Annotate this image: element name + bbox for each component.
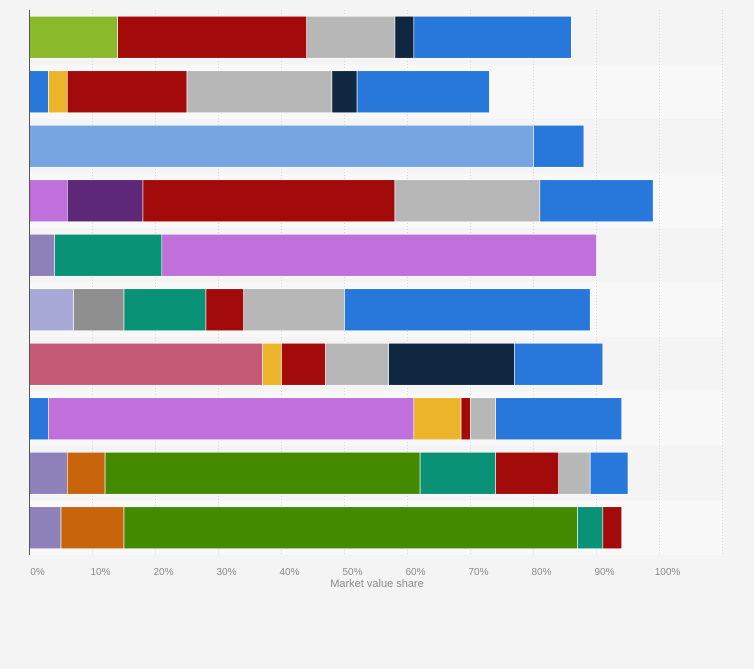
bar-segment[interactable]: [344, 288, 591, 332]
bar-row: [29, 397, 623, 441]
bar-segment[interactable]: [460, 397, 471, 441]
bar-segment[interactable]: [29, 397, 49, 441]
bar-segment[interactable]: [281, 342, 326, 386]
bar-segment[interactable]: [205, 288, 244, 332]
bar-segment[interactable]: [331, 70, 358, 114]
bar-segment[interactable]: [29, 233, 56, 277]
bar-segment[interactable]: [558, 451, 591, 495]
bar-segment[interactable]: [29, 451, 68, 495]
x-tick-label: 10%: [90, 567, 110, 578]
x-tick-label: 30%: [216, 567, 236, 578]
bar-segment[interactable]: [29, 15, 118, 59]
bar-segment[interactable]: [48, 70, 68, 114]
bar-segment[interactable]: [495, 451, 560, 495]
bar-segment[interactable]: [495, 397, 623, 441]
bar-segment[interactable]: [29, 506, 62, 550]
x-tick-label: 90%: [594, 567, 614, 578]
bar-segment[interactable]: [514, 342, 604, 386]
bar-segment[interactable]: [539, 179, 654, 223]
x-tick-label: 100%: [655, 567, 681, 578]
x-tick-label: 80%: [531, 567, 551, 578]
bar-segment[interactable]: [67, 451, 106, 495]
bar-segment[interactable]: [325, 342, 389, 386]
bar-segment[interactable]: [394, 15, 415, 59]
x-tick-labels: 0% 10% 20% 30% 40% 50% 60% 70% 80% 90% 100%: [30, 567, 680, 578]
bar-segment[interactable]: [29, 179, 68, 223]
bar-segment[interactable]: [577, 506, 604, 550]
bar-segment[interactable]: [142, 179, 396, 223]
bar-segment[interactable]: [388, 342, 515, 386]
bar-row: [29, 506, 622, 550]
bar-segment[interactable]: [413, 15, 572, 59]
bar-segment[interactable]: [29, 288, 74, 332]
bar-segment[interactable]: [394, 179, 541, 223]
bar-segment[interactable]: [29, 70, 49, 114]
x-tick-label: 0%: [30, 567, 45, 578]
bar-segment[interactable]: [413, 397, 462, 441]
bar-row: [29, 70, 490, 114]
bar-segment[interactable]: [67, 179, 144, 223]
bar-segment[interactable]: [48, 397, 415, 441]
bar-segment[interactable]: [470, 397, 497, 441]
bar-segment[interactable]: [533, 124, 585, 168]
bar-segment[interactable]: [60, 506, 125, 550]
bar-row: [29, 124, 585, 168]
bar-segment[interactable]: [356, 70, 490, 114]
bar-segment[interactable]: [29, 124, 534, 168]
x-tick-label: 20%: [153, 567, 173, 578]
bar-row: [29, 451, 629, 495]
bar-segment[interactable]: [54, 233, 163, 277]
bar-segment[interactable]: [243, 288, 345, 332]
bar-segment[interactable]: [161, 233, 597, 277]
bar-segment[interactable]: [306, 15, 396, 59]
x-tick-label: 50%: [342, 567, 362, 578]
bar-segment[interactable]: [73, 288, 125, 332]
bar-segment[interactable]: [262, 342, 282, 386]
bar-segment[interactable]: [67, 70, 188, 114]
bar-segment[interactable]: [602, 506, 622, 550]
bar-segment[interactable]: [123, 288, 207, 332]
bars: [29, 15, 654, 550]
bar-segment[interactable]: [186, 70, 333, 114]
bar-row: [29, 233, 597, 277]
bar-segment[interactable]: [117, 15, 307, 59]
bar-row: [29, 15, 572, 59]
x-tick-label: 40%: [279, 567, 299, 578]
bar-segment[interactable]: [589, 451, 629, 495]
x-axis-title: Market value share: [330, 578, 424, 590]
bar-row: [29, 288, 591, 332]
bar-segment[interactable]: [419, 451, 497, 495]
bar-segment[interactable]: [123, 506, 578, 550]
bar-segment[interactable]: [29, 342, 263, 386]
bar-segment[interactable]: [104, 451, 421, 495]
x-tick-label: 70%: [468, 567, 488, 578]
x-tick-label: 60%: [405, 567, 425, 578]
bar-row: [29, 342, 604, 386]
bar-row: [29, 179, 654, 223]
